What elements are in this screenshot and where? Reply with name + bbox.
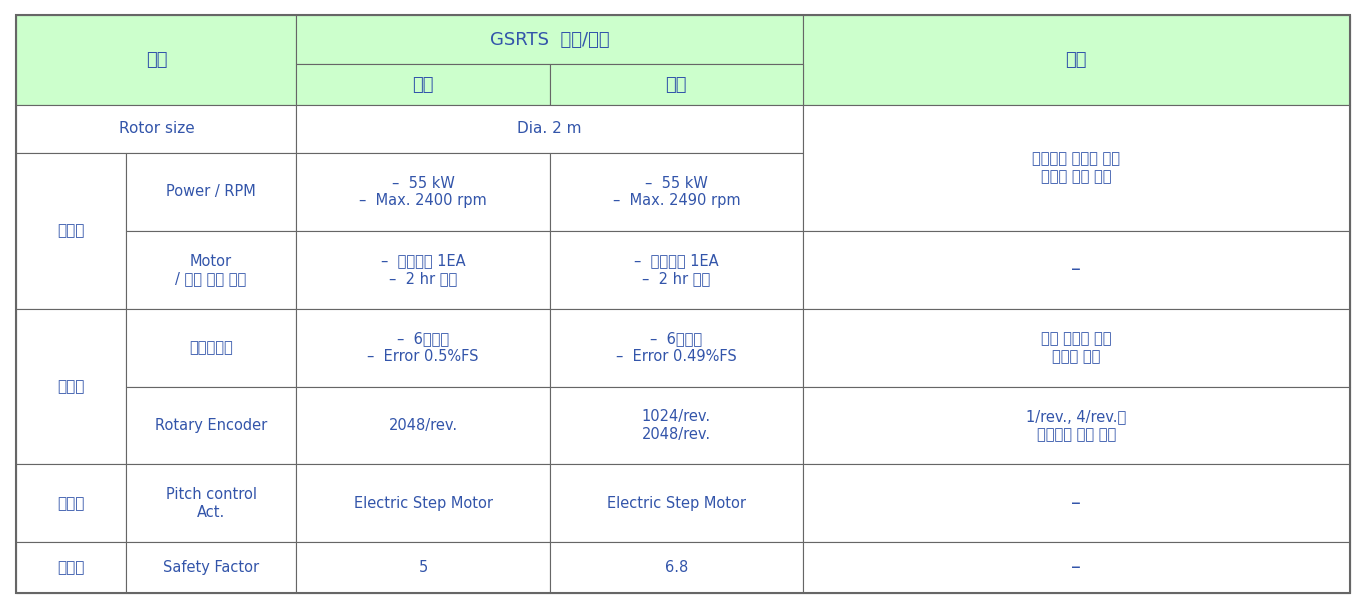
Text: –  55 kW
–  Max. 2400 rpm: – 55 kW – Max. 2400 rpm (359, 175, 486, 208)
Text: 달성: 달성 (665, 76, 687, 94)
Bar (803, 15, 1350, 105)
Bar (16, 153, 126, 309)
Text: –: – (1071, 558, 1082, 577)
Bar (16, 309, 126, 465)
Text: 1/rev., 4/rev.용
포토센서 추가 장착: 1/rev., 4/rev.용 포토센서 추가 장착 (1026, 410, 1127, 442)
Text: –  6분력계
–  Error 0.5%FS: – 6분력계 – Error 0.5%FS (367, 332, 478, 364)
Text: 구동부: 구동부 (57, 223, 85, 238)
Bar (126, 153, 296, 231)
Text: 구분: 구분 (146, 51, 167, 69)
Bar (16, 15, 296, 105)
Bar (296, 153, 549, 231)
Bar (296, 231, 549, 309)
Text: –  6분력계
–  Error 0.49%FS: – 6분력계 – Error 0.49%FS (616, 332, 736, 364)
Text: Rotor size: Rotor size (119, 122, 194, 136)
Text: 목표: 목표 (413, 76, 434, 94)
Text: –  55 kW
–  Max. 2490 rpm: – 55 kW – Max. 2490 rpm (612, 175, 740, 208)
Bar (126, 387, 296, 465)
Bar (803, 387, 1350, 465)
Bar (296, 64, 549, 105)
Text: Rotary Encoder: Rotary Encoder (154, 418, 268, 433)
Text: 사용하는 파워에 따라
회전수 변동 가능: 사용하는 파워에 따라 회전수 변동 가능 (1033, 151, 1120, 184)
Text: 교정 절차에 따라
오차율 영향: 교정 절차에 따라 오차율 영향 (1041, 332, 1112, 364)
Bar (296, 387, 549, 465)
Bar (296, 15, 803, 64)
Bar (803, 105, 1350, 231)
Text: 비고: 비고 (1065, 51, 1087, 69)
Text: GSRTS  개조/보완: GSRTS 개조/보완 (490, 31, 609, 49)
Text: Pitch control
Act.: Pitch control Act. (165, 487, 257, 520)
Bar (16, 542, 126, 593)
Bar (296, 105, 803, 153)
Bar (16, 105, 296, 153)
Bar (296, 309, 549, 387)
Text: –: – (1071, 260, 1082, 280)
Bar (549, 64, 803, 105)
Text: –  유압모터 1EA
–  2 hr 이상: – 유압모터 1EA – 2 hr 이상 (634, 253, 719, 286)
Bar (549, 542, 803, 593)
Text: Safety Factor: Safety Factor (163, 560, 260, 575)
Text: –: – (1071, 494, 1082, 513)
Text: Motor
/ 연속 가동 시간: Motor / 연속 가동 시간 (175, 253, 247, 286)
Bar (296, 542, 549, 593)
Bar (126, 542, 296, 593)
Text: 측정부: 측정부 (57, 379, 85, 394)
Bar (549, 153, 803, 231)
Bar (803, 465, 1350, 542)
Bar (803, 309, 1350, 387)
Text: 고정발란스: 고정발란스 (189, 340, 234, 355)
Text: 제어부: 제어부 (57, 496, 85, 511)
Text: 2048/rev.: 2048/rev. (388, 418, 458, 433)
Bar (549, 387, 803, 465)
Bar (126, 309, 296, 387)
Bar (549, 309, 803, 387)
Text: Dia. 2 m: Dia. 2 m (518, 122, 582, 136)
Bar (803, 542, 1350, 593)
Text: 1024/rev.
2048/rev.: 1024/rev. 2048/rev. (642, 410, 710, 442)
Text: 구조물: 구조물 (57, 560, 85, 575)
Bar (16, 465, 126, 542)
Text: 6.8: 6.8 (665, 560, 688, 575)
Bar (296, 465, 549, 542)
Text: 5: 5 (418, 560, 428, 575)
Text: –  유압모터 1EA
–  2 hr 이상: – 유압모터 1EA – 2 hr 이상 (381, 253, 466, 286)
Bar (803, 231, 1350, 309)
Text: Power / RPM: Power / RPM (167, 185, 255, 200)
Bar (126, 231, 296, 309)
Text: Electric Step Motor: Electric Step Motor (354, 496, 493, 511)
Bar (126, 465, 296, 542)
Bar (549, 231, 803, 309)
Bar (549, 465, 803, 542)
Text: Electric Step Motor: Electric Step Motor (607, 496, 746, 511)
